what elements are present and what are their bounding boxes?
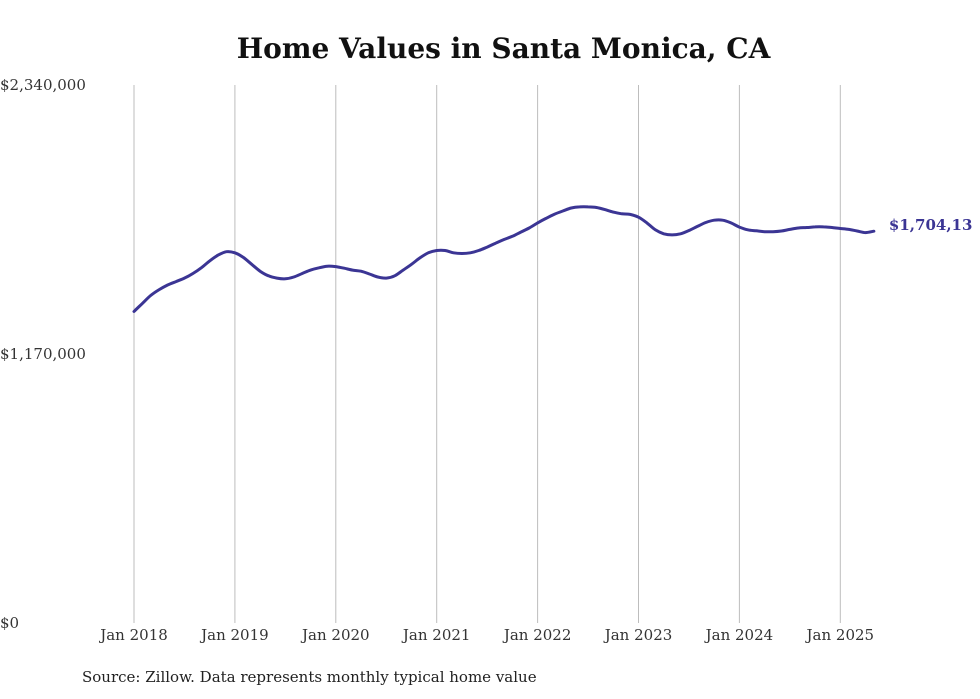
x-tick-label: Jan 2021: [401, 626, 471, 644]
source-note: Source: Zillow. Data represents monthly …: [82, 668, 537, 686]
y-tick-label: $1,170,000: [0, 345, 86, 363]
series-layer: [132, 205, 876, 313]
chart-title: Home Values in Santa Monica, CA: [236, 32, 771, 65]
x-axis-ticks: Jan 2018 Jan 2019 Jan 2020 Jan 2021 Jan 2022…: [98, 626, 874, 644]
y-axis-ticks: $0 $1,170,000 $2,340,000: [0, 76, 86, 632]
x-tick-label: Jan 2024: [704, 626, 774, 644]
last-value-label: $1,704,13: [889, 216, 973, 234]
gridlines: [133, 85, 841, 623]
y-tick-label: $0: [0, 614, 19, 632]
x-tick-label: Jan 2025: [805, 626, 875, 644]
y-tick-label: $2,340,000: [0, 76, 86, 94]
x-tick-label: Jan 2019: [199, 626, 269, 644]
x-tick-label: Jan 2023: [603, 626, 673, 644]
x-tick-label: Jan 2022: [502, 626, 572, 644]
x-tick-label: Jan 2020: [300, 626, 370, 644]
series-line: [132, 205, 876, 313]
x-tick-label: Jan 2018: [98, 626, 168, 644]
